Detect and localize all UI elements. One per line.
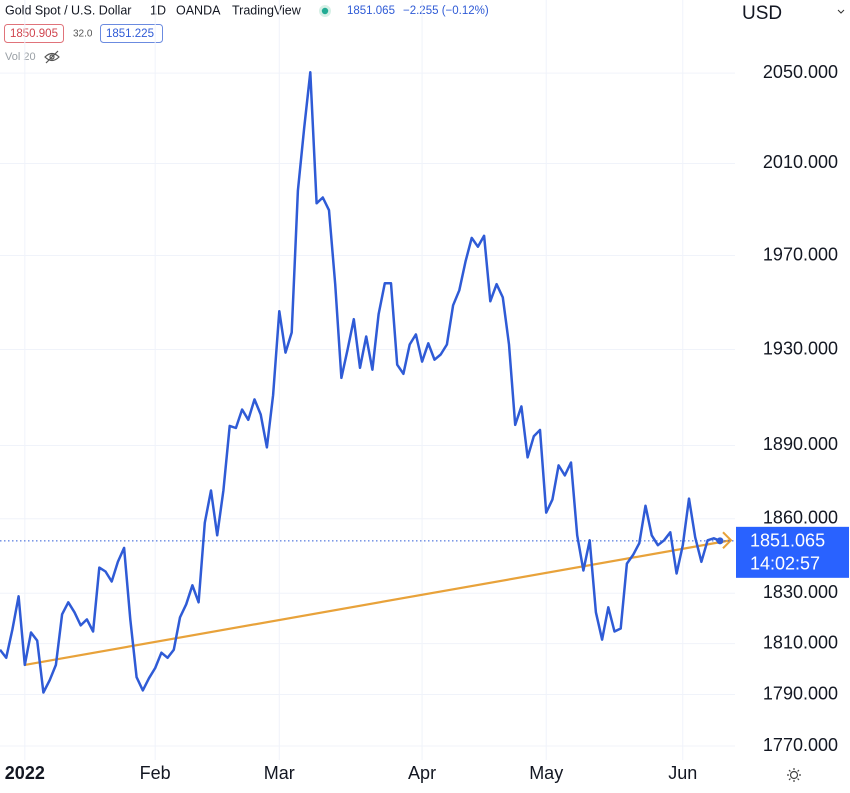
- x-tick-label: May: [529, 763, 563, 783]
- price-label-box: [736, 526, 849, 578]
- hide-icon[interactable]: [44, 50, 60, 64]
- x-tick-label: Jun: [668, 763, 697, 783]
- symbol-title: Gold Spot / U.S. Dollar: [5, 3, 131, 17]
- settings-icon[interactable]: [787, 768, 801, 782]
- legend-header: Gold Spot / U.S. Dollar 1D OANDA Trading…: [4, 3, 489, 64]
- currency-label[interactable]: USD: [742, 3, 782, 24]
- y-tick-label: 2050.000: [763, 62, 838, 82]
- interval: 1D: [150, 3, 166, 17]
- countdown-label: 14:02:57: [750, 554, 820, 574]
- y-tick-label: 1860.000: [763, 508, 838, 528]
- platform: TradingView: [232, 3, 302, 17]
- trend-line: [24, 539, 732, 667]
- x-tick-label: Mar: [264, 763, 295, 783]
- x-tick-label: Apr: [408, 763, 436, 783]
- price-line: [0, 71, 721, 694]
- ask-price[interactable]: 1851.225: [106, 28, 154, 40]
- bid-price[interactable]: 1850.905: [10, 28, 58, 40]
- last-point: [716, 537, 724, 545]
- y-tick-label: 1770.000: [763, 735, 838, 755]
- x-tick-label: 2022: [5, 763, 45, 783]
- spread: 32.0: [73, 29, 93, 40]
- y-tick-label: 1930.000: [763, 338, 838, 358]
- y-tick-label: 1830.000: [763, 582, 838, 602]
- volume-label: Vol 20: [5, 51, 36, 63]
- y-tick-label: 1970.000: [763, 244, 838, 264]
- x-tick-label: Feb: [140, 763, 171, 783]
- price-change: −2.255 (−0.12%): [403, 5, 489, 17]
- source: OANDA: [176, 3, 221, 17]
- status-dot: [321, 7, 329, 15]
- y-tick-label: 1810.000: [763, 632, 838, 652]
- currency-dropdown[interactable]: [837, 9, 845, 14]
- y-tick-label: 2010.000: [763, 152, 838, 172]
- ask-box[interactable]: [100, 24, 163, 43]
- bid-box[interactable]: [4, 24, 64, 43]
- y-tick-label: 1790.000: [763, 683, 838, 703]
- y-tick-label: 1890.000: [763, 434, 838, 454]
- last-price: 1851.065: [347, 5, 395, 17]
- price-label: 1851.065: [750, 531, 825, 551]
- trend-arrow: [722, 531, 733, 549]
